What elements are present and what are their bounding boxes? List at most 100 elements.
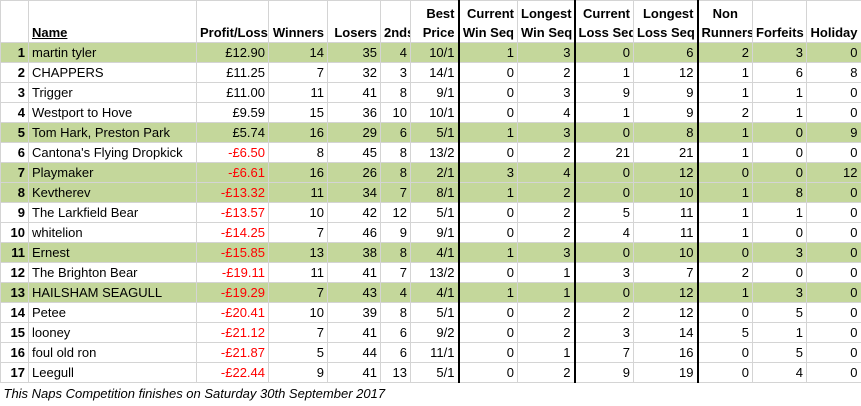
table-cell: 9 [633, 82, 698, 103]
table-cell: 0 [696, 342, 753, 363]
header-text: Longest [521, 6, 572, 21]
header-text: Forfeits [756, 25, 804, 40]
table-cell: 7 [268, 282, 328, 303]
table-cell: 13/2 [410, 142, 459, 163]
table-cell: 0 [806, 242, 861, 263]
column-header: Non Runners [696, 0, 753, 43]
table-header: Name Profit/Loss Winners Losers 2nds Best Pric… [0, 0, 861, 43]
table-cell: 2 [517, 222, 575, 243]
column-header: Name [28, 0, 197, 43]
table-cell: 2 [517, 302, 575, 323]
table-cell: 4 [0, 102, 29, 123]
column-header: Current Loss Seq [573, 0, 634, 43]
table-cell: 0 [806, 322, 861, 343]
column-header: Longest Loss Seq [633, 0, 698, 43]
table-cell: -£15.85 [196, 242, 269, 263]
table-cell: 43 [327, 282, 381, 303]
table-row: 3 Trigger £11.00 11 41 8 9/1 0 3 9 9 1 1 0 [0, 82, 861, 103]
column-header: Losers [327, 0, 381, 43]
table-cell: 2 [696, 102, 753, 123]
table-cell: 9 [806, 122, 861, 143]
table-cell: -£19.29 [196, 282, 269, 303]
table-cell: 0 [752, 222, 807, 243]
table-cell: 13/2 [410, 262, 459, 283]
table-cell: -£21.12 [196, 322, 269, 343]
table-cell: £11.00 [196, 82, 269, 103]
table-row: 2 CHAPPERS £11.25 7 32 3 14/1 0 2 1 12 1 6 8 [0, 62, 861, 83]
table-cell: 8 [633, 122, 698, 143]
table-cell: 19 [633, 362, 698, 383]
table-cell: 5/1 [410, 302, 459, 323]
table-cell: 8 [380, 302, 411, 323]
table-cell: whitelion [28, 222, 197, 243]
table-cell: 42 [327, 202, 381, 223]
header-text: Non [712, 6, 738, 21]
table-cell: 8 [380, 242, 411, 263]
table-row: 10 whitelion -£14.25 7 46 9 9/1 0 2 4 11 1 0 0 [0, 222, 861, 243]
table-cell: looney [28, 322, 197, 343]
table-cell: 15 [0, 322, 29, 343]
header-text: Win Seq [521, 25, 573, 40]
table-cell: 2 [517, 182, 575, 203]
table-cell: 12 [633, 302, 698, 323]
table-cell: 3 [573, 262, 634, 283]
table-cell: 9/1 [410, 222, 459, 243]
table-cell: 16 [268, 122, 328, 143]
column-header: Forfeits [752, 0, 807, 43]
table-cell: 4 [752, 362, 807, 383]
header-text: Name [32, 25, 68, 40]
table-cell: 0 [806, 202, 861, 223]
table-cell: £12.90 [196, 42, 269, 63]
table-cell: 0 [457, 82, 518, 103]
column-header: Holiday [806, 0, 861, 43]
table-cell: 12 [633, 282, 698, 303]
table-cell: 0 [457, 362, 518, 383]
table-cell: 34 [327, 182, 381, 203]
table-cell: 3 [457, 162, 518, 183]
header-text: Best [426, 6, 455, 21]
column-header [0, 0, 29, 43]
table-cell: 1 [573, 62, 634, 83]
table-cell: 10/1 [410, 102, 459, 123]
table-cell: 3 [517, 82, 575, 103]
table-cell: -£14.25 [196, 222, 269, 243]
table-row: 1 martin tyler £12.90 14 35 4 10/1 1 3 0 6 2 3 0 [0, 42, 861, 63]
table-cell: 0 [806, 282, 861, 303]
table-cell: 1 [517, 342, 575, 363]
table-row: 17 Leegull -£22.44 9 41 13 5/1 0 2 9 19 0 4 0 [0, 362, 861, 383]
table-cell: 45 [327, 142, 381, 163]
table-row: 9 The Larkfield Bear -£13.57 10 42 12 5/1 0 2 5 11… [0, 202, 861, 223]
table-cell: 3 [517, 122, 575, 143]
table-cell: 6 [380, 342, 411, 363]
table-cell: 0 [457, 342, 518, 363]
table-cell: 7 [0, 162, 29, 183]
table-cell: 1 [696, 222, 753, 243]
table-cell: 1 [696, 62, 753, 83]
table-cell: 7 [380, 182, 411, 203]
table-cell: 5 [752, 342, 807, 363]
header-text: Win Seq [462, 25, 514, 40]
header-text: Current [583, 6, 630, 21]
table-cell: 1 [457, 42, 518, 63]
table-cell: 1 [752, 102, 807, 123]
table-cell: 0 [573, 122, 634, 143]
table-cell: 41 [327, 262, 381, 283]
table-cell: 5 [752, 302, 807, 323]
table-cell: 10 [633, 242, 698, 263]
table-cell: 7 [380, 262, 411, 283]
table-cell: 0 [752, 262, 807, 283]
table-cell: 8 [806, 62, 861, 83]
table-row: 12 The Brighton Bear -£19.11 11 41 7 13/2 0 1 3 7 2… [0, 262, 861, 283]
table-cell: 9 [268, 362, 328, 383]
table-cell: 0 [696, 162, 753, 183]
table-cell: 11 [268, 262, 328, 283]
table-cell: 2 [573, 302, 634, 323]
table-cell: 4 [380, 282, 411, 303]
table-cell: 12 [806, 162, 861, 183]
table-cell: 0 [806, 222, 861, 243]
header-text: Loss Seq [578, 25, 634, 40]
table-cell: 8 [380, 82, 411, 103]
table-cell: 1 [752, 82, 807, 103]
table-cell: 0 [457, 202, 518, 223]
table-cell: 0 [573, 42, 634, 63]
